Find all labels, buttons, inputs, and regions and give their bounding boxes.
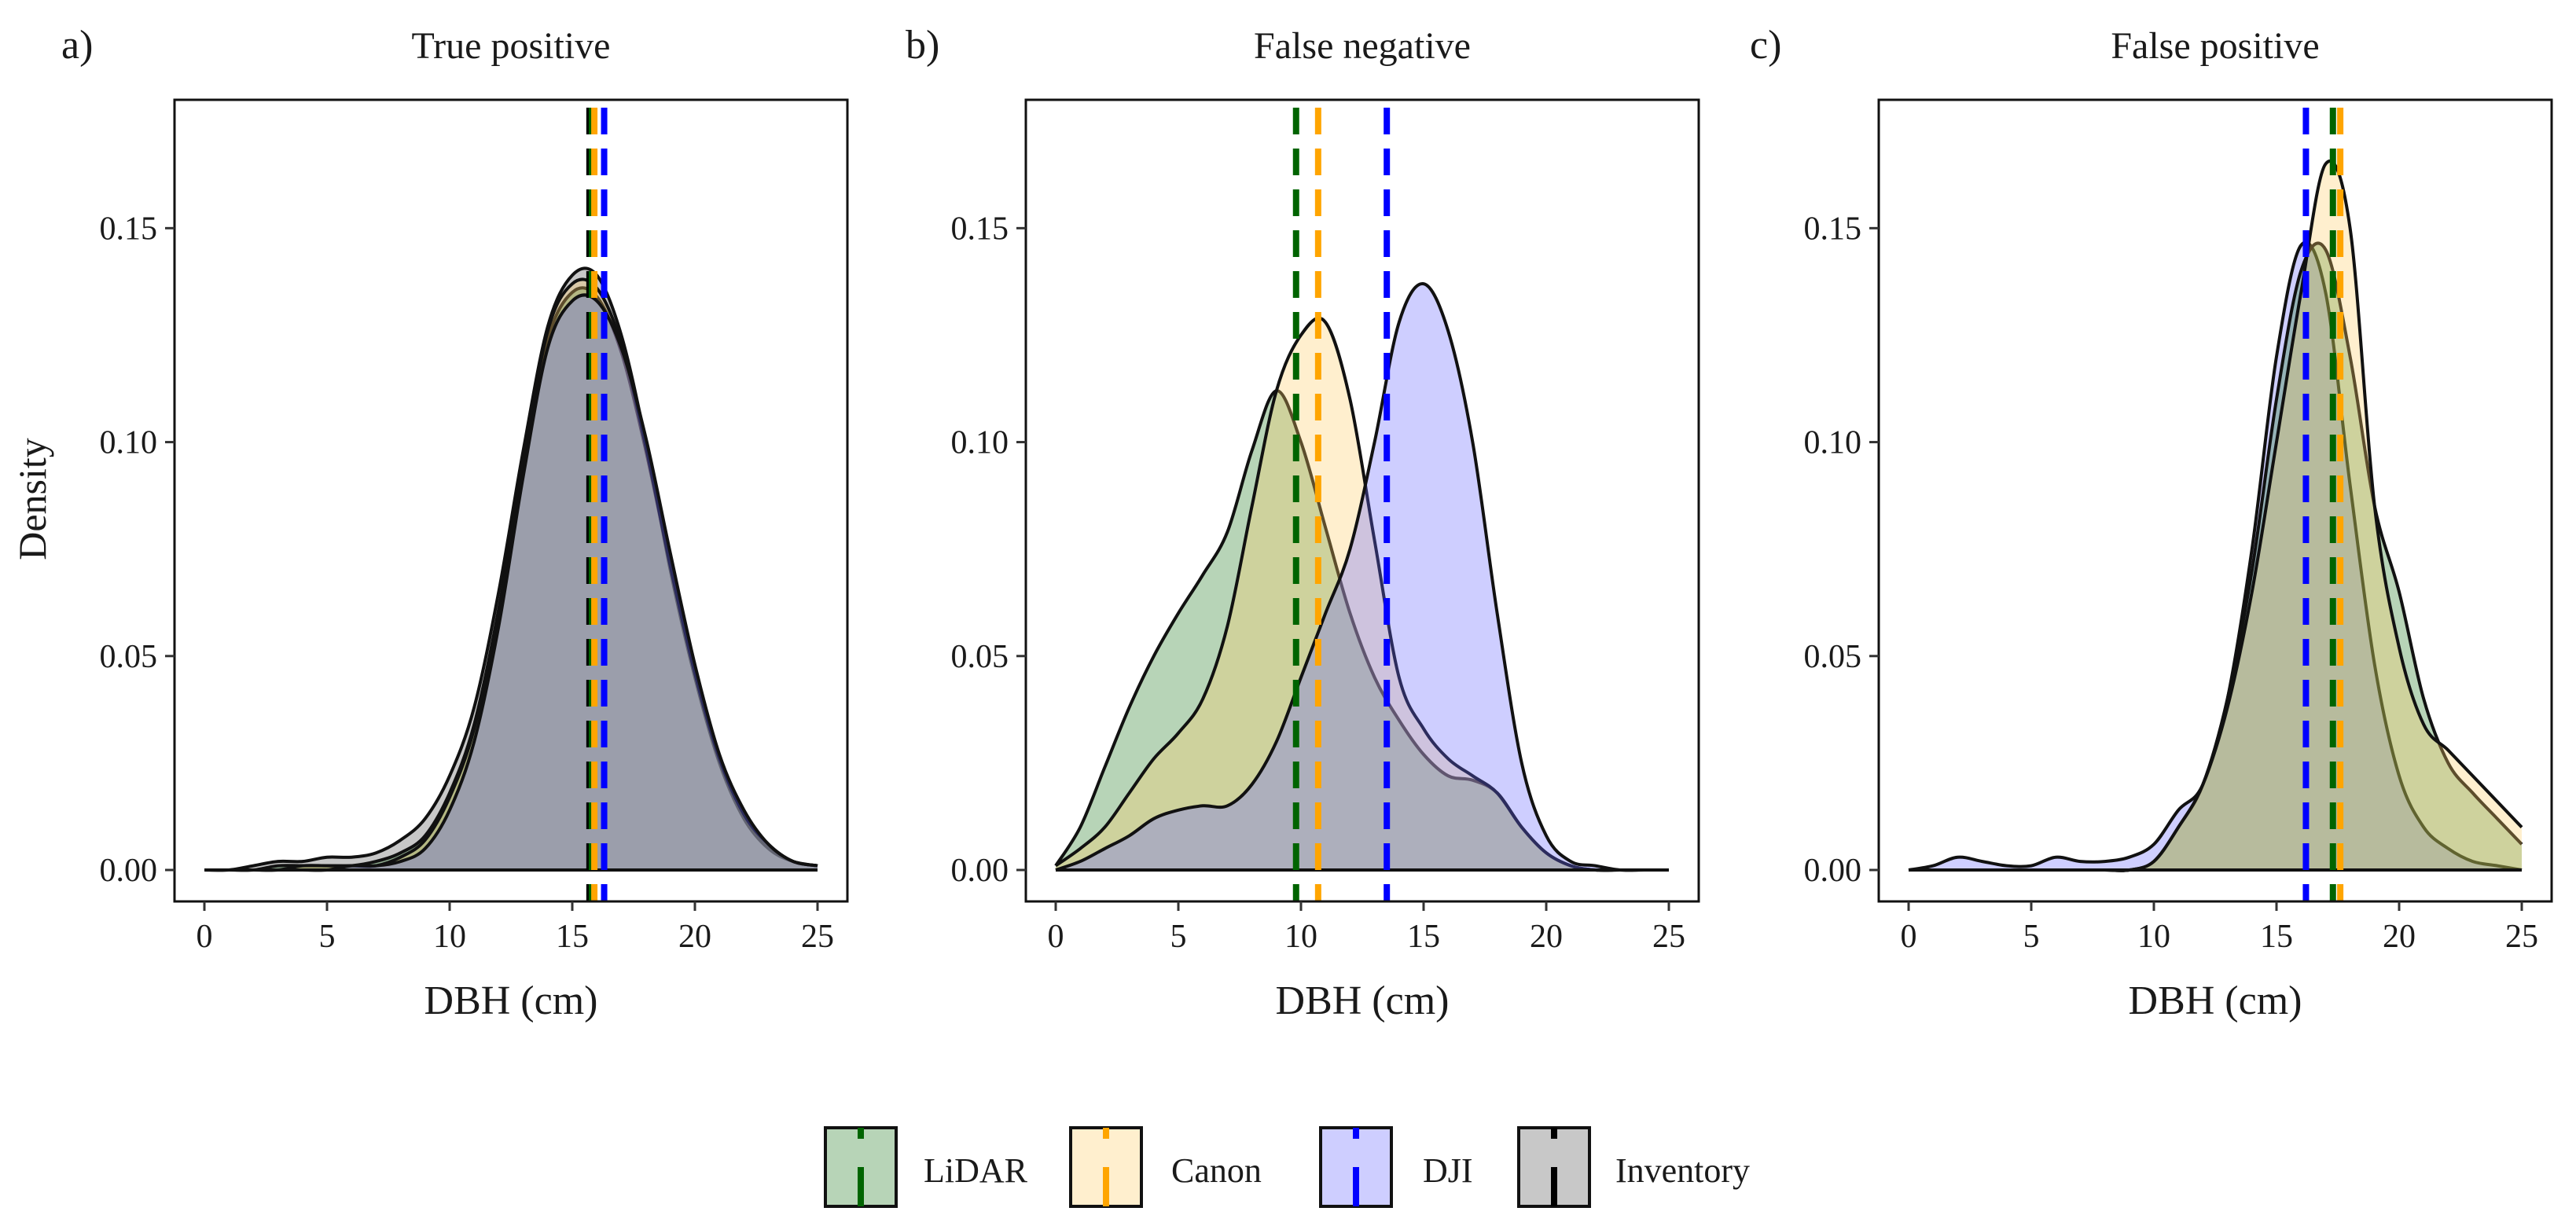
x-tick-label: 15	[2260, 919, 2293, 955]
y-tick-label: 0.15	[951, 211, 1009, 247]
density-area-dji	[1909, 242, 2522, 870]
legend: LiDAR Canon DJI Inventory	[824, 1126, 1750, 1208]
density-line-canon	[1054, 316, 1670, 872]
legend-item-canon: Canon	[1069, 1126, 1262, 1208]
y-tick-label: 0.00	[951, 853, 1009, 889]
y-tick-label: 0.10	[100, 425, 158, 461]
legend-key-lidar	[824, 1126, 898, 1208]
density-area-lidar	[1909, 243, 2522, 871]
x-tick-label: 5	[1170, 919, 1187, 955]
x-tick-label: 20	[1530, 919, 1563, 955]
panel-title: True positive	[412, 25, 611, 67]
density-line-dji	[1055, 282, 1670, 872]
x-tick-label: 25	[1652, 919, 1685, 955]
y-tick-label: 0.05	[1804, 639, 1862, 675]
legend-label-canon: Canon	[1171, 1151, 1262, 1190]
x-tick-label: 15	[556, 919, 589, 955]
y-tick-label: 0.15	[100, 211, 158, 247]
x-axis-title: DBH (cm)	[424, 978, 598, 1023]
density-line-dji	[1908, 240, 2523, 872]
panel-b: b) False negative 0 5 10 15 20 25 0.00 0.05 0.10…	[906, 23, 1700, 1023]
plot-area-a: 0 5 10 15 20 25 0.00 0.05 0.10 0.15	[100, 98, 849, 955]
y-axis-title: Density	[10, 438, 54, 560]
x-tick-label: 10	[433, 919, 466, 955]
x-tick-label: 25	[801, 919, 834, 955]
x-axis-title: DBH (cm)	[1276, 978, 1450, 1023]
y-tick-label: 0.10	[1804, 425, 1862, 461]
y-tick-label: 0.05	[951, 639, 1009, 675]
density-area-canon	[204, 279, 818, 871]
x-tick-label: 15	[1407, 919, 1440, 955]
y-tick-label: 0.15	[1804, 211, 1862, 247]
panel-frame	[173, 98, 849, 903]
x-axis-title: DBH (cm)	[2129, 978, 2302, 1023]
panel-label: b)	[906, 23, 939, 68]
legend-item-lidar: LiDAR	[824, 1126, 1028, 1208]
y-tick-label: 0.10	[951, 425, 1009, 461]
x-tick-label: 5	[2023, 919, 2040, 955]
legend-key-canon	[1069, 1126, 1143, 1208]
panel-title: False negative	[1254, 25, 1471, 67]
panel-title: False positive	[2111, 25, 2319, 67]
density-area-lidar	[1056, 391, 1669, 871]
density-area-canon	[1056, 318, 1669, 871]
density-line-canon	[204, 277, 818, 872]
x-tick-label: 25	[2505, 919, 2538, 955]
panel-label: c)	[1750, 23, 1781, 68]
x-tick-label: 0	[1048, 919, 1064, 955]
panel-frame	[1877, 98, 2553, 903]
density-area-lidar	[204, 288, 818, 871]
y-tick-label: 0.05	[100, 639, 158, 675]
y-tick-label: 0.00	[100, 853, 158, 889]
panel-label: a)	[61, 23, 93, 68]
legend-label-dji: DJI	[1423, 1151, 1473, 1190]
legend-key-dji	[1319, 1126, 1393, 1208]
legend-item-inventory: Inventory	[1517, 1126, 1750, 1208]
panel-a: a) True positive 0 5 10 15 20 250.000.050.100…	[61, 23, 849, 1023]
x-tick-label: 0	[197, 919, 213, 955]
legend-label-lidar: LiDAR	[924, 1151, 1028, 1190]
x-tick-label: 5	[319, 919, 336, 955]
panel-c: c) False positive 0 5 10 15 20 25 0.00 0.05 0.10…	[1750, 23, 2553, 1023]
plot-area-b: 0 5 10 15 20 25 0.00 0.05 0.10 0.15	[951, 98, 1700, 955]
plot-area-c: 0 5 10 15 20 25 0.00 0.05 0.10 0.15	[1804, 98, 2553, 955]
density-area-dji	[1056, 283, 1669, 871]
y-tick-label: 0.00	[1804, 853, 1862, 889]
x-tick-label: 10	[1284, 919, 1317, 955]
density-area-inventory	[204, 268, 818, 871]
x-tick-label: 0	[1901, 919, 1917, 955]
density-area-canon	[1909, 160, 2522, 871]
legend-key-inventory	[1517, 1126, 1591, 1208]
x-tick-label: 10	[2137, 919, 2170, 955]
density-area-dji	[204, 295, 818, 871]
legend-label-inventory: Inventory	[1615, 1151, 1750, 1190]
legend-item-dji: DJI	[1319, 1126, 1473, 1208]
x-tick-label: 20	[678, 919, 711, 955]
x-tick-label: 20	[2383, 919, 2416, 955]
panel-frame	[1024, 98, 1700, 903]
